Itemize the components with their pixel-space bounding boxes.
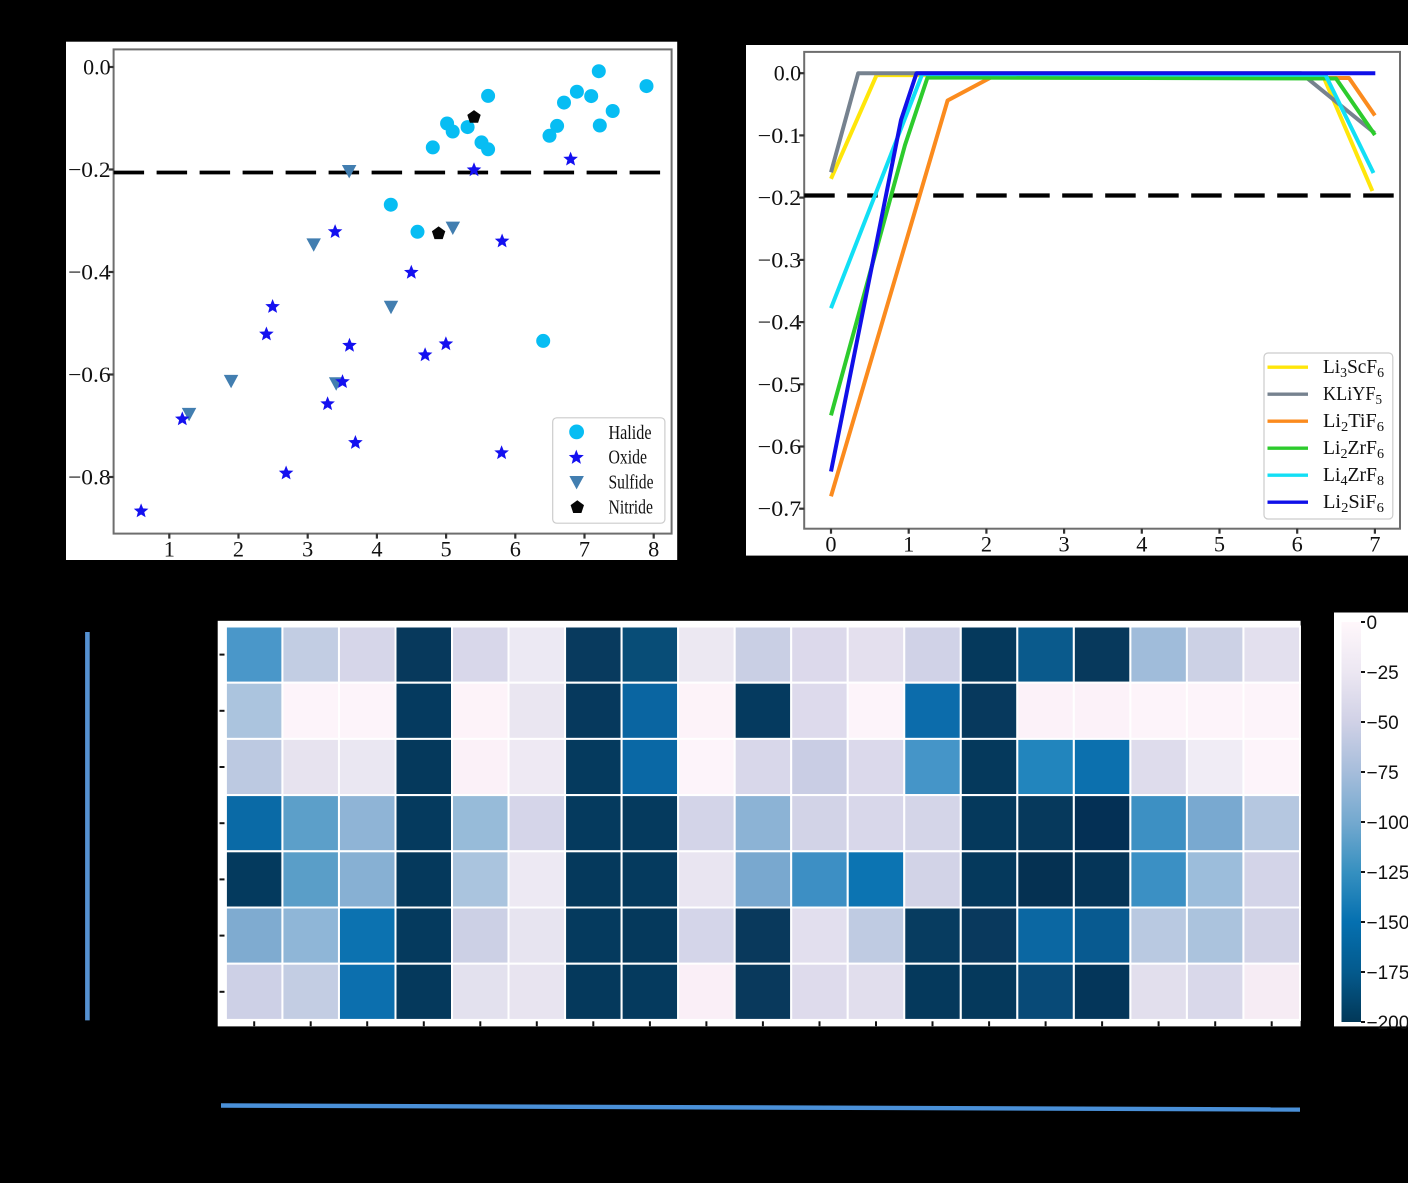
svg-text:8: 8: [648, 537, 659, 562]
svg-text:Li3ScF6: Li3ScF6: [1323, 357, 1384, 381]
svg-text:−0.2: −0.2: [758, 185, 802, 210]
svg-text:Nitride: Nitride: [609, 497, 654, 519]
svg-text:3: 3: [302, 537, 313, 562]
svg-text:Halide: Halide: [609, 422, 652, 444]
svg-text:Li2ZrF6: Li2ZrF6: [1323, 438, 1384, 462]
svg-text:−0.3: −0.3: [758, 247, 802, 272]
svg-text:5: 5: [441, 537, 452, 562]
svg-text:Oxide: Oxide: [609, 447, 648, 469]
svg-text:−0.4: −0.4: [758, 310, 802, 335]
svg-text:0: 0: [825, 532, 836, 557]
svg-text:3: 3: [1059, 532, 1070, 557]
svg-text:−0.8: −0.8: [68, 465, 111, 490]
svg-text:0.0: 0.0: [83, 55, 111, 80]
svg-text:4: 4: [1136, 532, 1147, 557]
svg-text:7: 7: [1369, 532, 1380, 557]
svg-text:−0.4: −0.4: [68, 260, 111, 285]
svg-text:−175: −175: [1367, 963, 1408, 984]
svg-text:4: 4: [371, 537, 382, 562]
svg-text:1: 1: [164, 537, 175, 562]
svg-text:2: 2: [981, 532, 992, 557]
svg-text:6: 6: [510, 537, 521, 562]
svg-text:−200: −200: [1367, 1013, 1408, 1034]
svg-text:2: 2: [233, 537, 244, 562]
svg-text:Li2SiF6: Li2SiF6: [1323, 492, 1384, 516]
svg-text:−75: −75: [1367, 763, 1399, 784]
svg-text:7: 7: [579, 537, 590, 562]
svg-text:5: 5: [1214, 532, 1225, 557]
svg-text:−0.6: −0.6: [68, 362, 111, 387]
svg-text:Sulfide: Sulfide: [609, 472, 654, 494]
svg-text:−100: −100: [1367, 813, 1408, 834]
svg-text:−0.2: −0.2: [68, 157, 111, 182]
svg-text:−125: −125: [1367, 863, 1408, 884]
svg-text:0: 0: [1367, 613, 1378, 634]
svg-text:0.0: 0.0: [774, 61, 802, 86]
svg-text:6: 6: [1292, 532, 1303, 557]
svg-text:−50: −50: [1367, 713, 1399, 734]
svg-text:−0.5: −0.5: [758, 372, 802, 397]
svg-text:Li4ZrF8: Li4ZrF8: [1323, 465, 1384, 489]
svg-text:−0.1: −0.1: [758, 123, 802, 148]
svg-text:1: 1: [903, 532, 914, 557]
svg-text:KLiYF5: KLiYF5: [1323, 384, 1382, 408]
svg-text:−25: −25: [1367, 663, 1399, 684]
svg-text:−150: −150: [1367, 913, 1408, 934]
svg-text:−0.6: −0.6: [758, 434, 802, 459]
svg-text:−0.7: −0.7: [758, 496, 802, 521]
svg-text:Li2TiF6: Li2TiF6: [1323, 411, 1384, 435]
